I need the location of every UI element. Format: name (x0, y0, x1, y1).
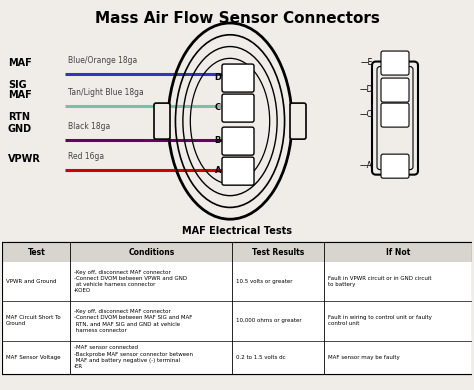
Text: Test: Test (27, 248, 45, 257)
Text: MAF Electrical Tests: MAF Electrical Tests (182, 227, 292, 236)
FancyBboxPatch shape (290, 103, 306, 139)
FancyBboxPatch shape (381, 78, 409, 102)
Text: MAF Sensor Voltage: MAF Sensor Voltage (6, 355, 61, 360)
FancyBboxPatch shape (381, 154, 409, 178)
Text: MAF sensor may be faulty: MAF sensor may be faulty (328, 355, 399, 360)
Text: MAF: MAF (8, 58, 32, 68)
Text: VPWR and Ground: VPWR and Ground (6, 279, 56, 284)
Bar (2, 340, 472, 374)
FancyBboxPatch shape (222, 64, 254, 92)
Text: Test Results: Test Results (252, 248, 304, 257)
Text: Fault in VPWR circuit or in GND circuit
to battery: Fault in VPWR circuit or in GND circuit … (328, 276, 431, 287)
Text: —E: —E (361, 58, 373, 67)
FancyBboxPatch shape (222, 94, 254, 122)
Text: If Not: If Not (385, 248, 410, 257)
Text: Red 16ga: Red 16ga (68, 152, 104, 161)
Text: MAF Circuit Short To
Ground: MAF Circuit Short To Ground (6, 315, 61, 326)
Text: Mass Air Flow Sensor Connectors: Mass Air Flow Sensor Connectors (94, 11, 380, 26)
Text: MAF: MAF (8, 90, 32, 100)
Text: 0.2 to 1.5 volts dc: 0.2 to 1.5 volts dc (236, 355, 286, 360)
Text: Black 18ga: Black 18ga (68, 122, 110, 131)
Bar (2, 301, 472, 340)
Text: 10.5 volts or greater: 10.5 volts or greater (236, 279, 292, 284)
Text: C: C (215, 103, 221, 112)
Text: A: A (215, 166, 221, 175)
Text: —A: —A (360, 161, 373, 170)
Text: B: B (215, 136, 221, 145)
FancyBboxPatch shape (372, 62, 418, 175)
Text: GND: GND (8, 124, 32, 134)
Ellipse shape (196, 67, 264, 175)
Text: 10,000 ohms or greater: 10,000 ohms or greater (236, 318, 301, 323)
FancyBboxPatch shape (154, 103, 170, 139)
FancyBboxPatch shape (222, 127, 254, 155)
FancyBboxPatch shape (381, 51, 409, 75)
Text: Tan/Light Blue 18ga: Tan/Light Blue 18ga (68, 88, 144, 97)
Text: -Key off, disconnect MAF connector
-Connect DVOM between VPWR and GND
 at vehicl: -Key off, disconnect MAF connector -Conn… (74, 269, 187, 293)
Text: RTN: RTN (8, 112, 30, 122)
Text: Fault in wiring to control unit or faulty
control unit: Fault in wiring to control unit or fault… (328, 315, 431, 326)
FancyBboxPatch shape (222, 157, 254, 185)
Text: —D: —D (359, 85, 373, 94)
Text: -Key off, disconnect MAF connector
-Connect DVOM between MAF SIG and MAF
 RTN, a: -Key off, disconnect MAF connector -Conn… (74, 309, 192, 333)
FancyBboxPatch shape (381, 103, 409, 127)
FancyBboxPatch shape (385, 58, 404, 69)
Text: —C: —C (360, 110, 373, 119)
Bar (2, 243, 472, 374)
FancyBboxPatch shape (377, 67, 413, 170)
Text: Blue/Orange 18ga: Blue/Orange 18ga (68, 56, 137, 65)
Text: VPWR: VPWR (8, 154, 41, 164)
Text: D: D (214, 73, 221, 82)
Text: -MAF sensor connected
-Backprobe MAF sensor connector between
 MAF and battery n: -MAF sensor connected -Backprobe MAF sen… (74, 346, 193, 369)
Text: SIG: SIG (8, 80, 27, 90)
Text: Conditions: Conditions (128, 248, 174, 257)
Bar (2, 262, 472, 301)
Bar (2, 243, 472, 262)
